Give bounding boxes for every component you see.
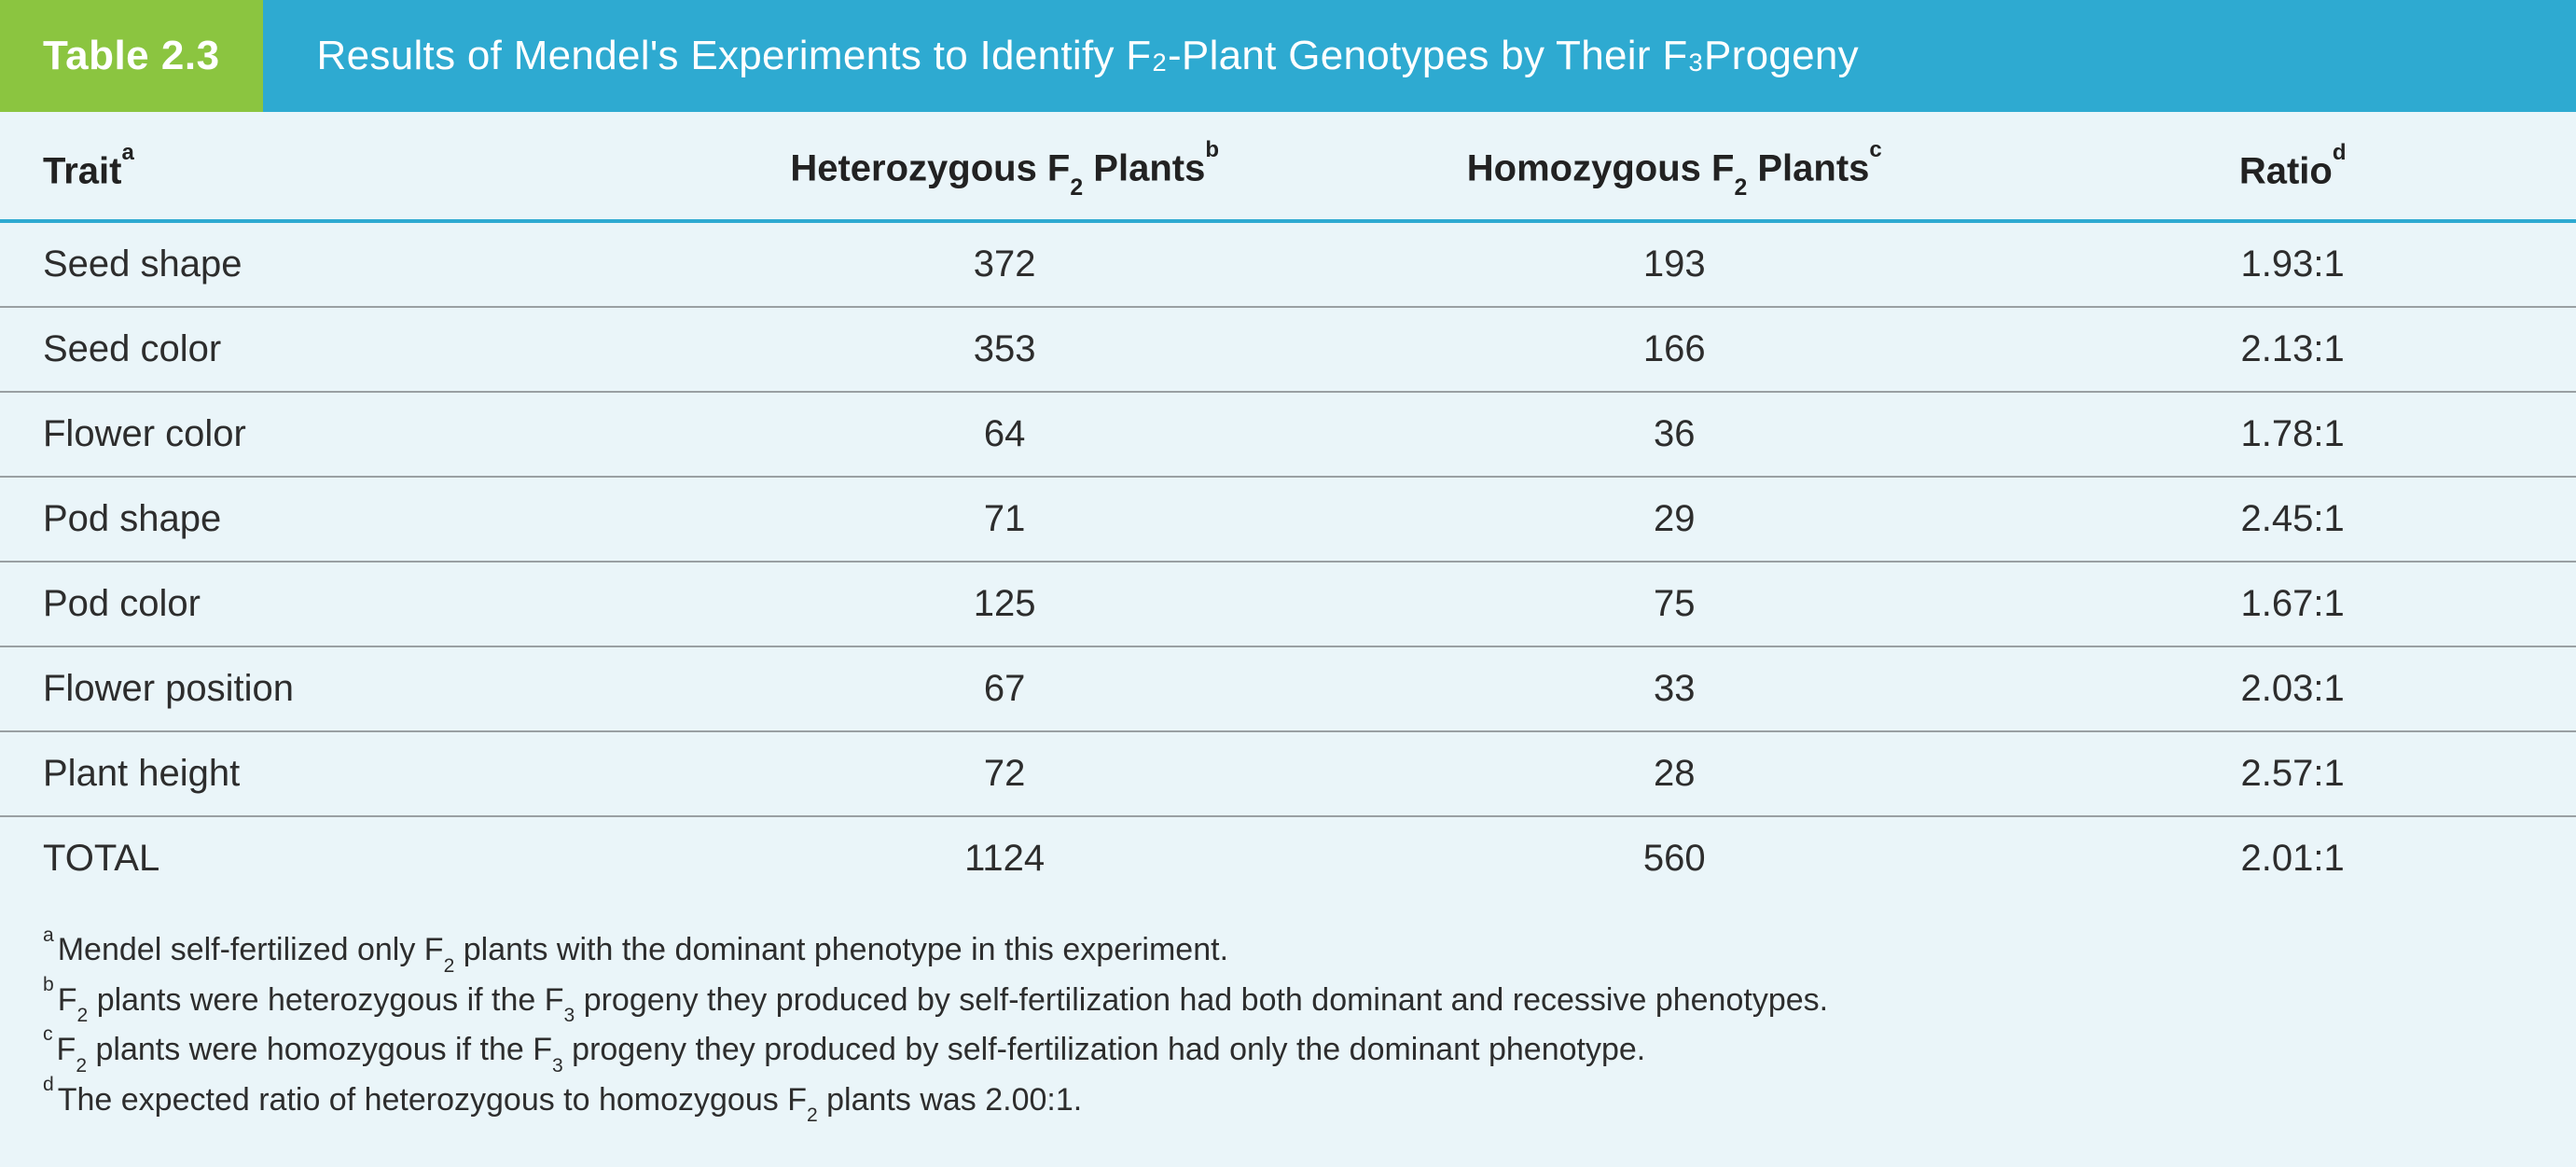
- cell-trait: Seed color: [0, 307, 670, 392]
- cell-het: 72: [670, 731, 1339, 816]
- footnote-text: progeny they produced by self-fertilizat…: [575, 982, 1828, 1018]
- cell-hom: 33: [1339, 646, 2009, 731]
- title-text: Progeny: [1704, 33, 1859, 79]
- col-header-heterozygous: Heterozygous F2 Plantsb: [670, 112, 1339, 221]
- cell-het: 372: [670, 221, 1339, 307]
- footnote-sub: 2: [807, 1104, 818, 1126]
- cell-hom: 193: [1339, 221, 2009, 307]
- cell-hom: 166: [1339, 307, 2009, 392]
- cell-ratio: 2.13:1: [2009, 307, 2576, 392]
- cell-hom: 75: [1339, 562, 2009, 646]
- cell-hom: 36: [1339, 392, 2009, 477]
- footnote-text: progeny they produced by self-fertilizat…: [563, 1032, 1646, 1067]
- footnote-sub: 2: [77, 1005, 89, 1026]
- footnote-sub: 3: [564, 1005, 575, 1026]
- col-label: Homozygous F: [1467, 147, 1735, 188]
- footnote-text: F: [57, 1032, 76, 1067]
- footnote-text: The expected ratio of heterozygous to ho…: [58, 1082, 807, 1118]
- cell-hom: 29: [1339, 477, 2009, 562]
- table-row-total: TOTAL11245602.01:1: [0, 816, 2576, 900]
- col-sup: a: [121, 140, 133, 165]
- footnote-a: aMendel self-fertilized only F2 plants w…: [43, 926, 2533, 976]
- title-sub-1: 2: [1153, 48, 1167, 77]
- title-text: Results of Mendel's Experiments to Ident…: [317, 33, 1152, 79]
- footnote-sup: d: [43, 1074, 54, 1095]
- cell-ratio: 2.57:1: [2009, 731, 2576, 816]
- table-body: Seed shape3721931.93:1 Seed color3531662…: [0, 221, 2576, 900]
- cell-hom: 560: [1339, 816, 2009, 900]
- cell-trait: Flower color: [0, 392, 670, 477]
- title-sub-2: 3: [1689, 48, 1703, 77]
- footnote-text: F: [58, 982, 77, 1018]
- col-header-homozygous: Homozygous F2 Plantsc: [1339, 112, 2009, 221]
- footnote-text: plants was 2.00:1.: [818, 1082, 1083, 1118]
- cell-ratio: 2.01:1: [2009, 816, 2576, 900]
- cell-trait: Pod color: [0, 562, 670, 646]
- footnotes: aMendel self-fertilized only F2 plants w…: [0, 900, 2576, 1167]
- col-header-trait: Traita: [0, 112, 670, 221]
- footnote-sup: b: [43, 974, 54, 995]
- footnote-text: Mendel self-fertilized only F: [58, 932, 444, 967]
- footnote-text: plants were homozygous if the F: [87, 1032, 552, 1067]
- footnote-sup: c: [43, 1023, 53, 1045]
- cell-trait: Plant height: [0, 731, 670, 816]
- table-row: Flower color64361.78:1: [0, 392, 2576, 477]
- cell-het: 71: [670, 477, 1339, 562]
- cell-het: 125: [670, 562, 1339, 646]
- footnote-d: dThe expected ratio of heterozygous to h…: [43, 1077, 2533, 1126]
- table-row: Pod shape71292.45:1: [0, 477, 2576, 562]
- table-figure: Table 2.3 Results of Mendel's Experiment…: [0, 0, 2576, 1167]
- col-label: Ratio: [2239, 150, 2333, 191]
- table-number-badge: Table 2.3: [0, 0, 263, 112]
- table-header-bar: Table 2.3 Results of Mendel's Experiment…: [0, 0, 2576, 112]
- data-table: Traita Heterozygous F2 Plantsb Homozygou…: [0, 112, 2576, 900]
- table-row: Pod color125751.67:1: [0, 562, 2576, 646]
- table-row: Plant height72282.57:1: [0, 731, 2576, 816]
- table-row: Seed color3531662.13:1: [0, 307, 2576, 392]
- footnote-sup: a: [43, 924, 54, 946]
- table-row: Seed shape3721931.93:1: [0, 221, 2576, 307]
- cell-trait: Flower position: [0, 646, 670, 731]
- cell-ratio: 2.03:1: [2009, 646, 2576, 731]
- col-label: Heterozygous F: [790, 147, 1070, 188]
- cell-ratio: 1.78:1: [2009, 392, 2576, 477]
- cell-het: 64: [670, 392, 1339, 477]
- cell-trait: Pod shape: [0, 477, 670, 562]
- cell-trait: Seed shape: [0, 221, 670, 307]
- footnote-b: bF2 plants were heterozygous if the F3 p…: [43, 977, 2533, 1026]
- title-text: -Plant Genotypes by Their F: [1168, 33, 1688, 79]
- col-header-ratio: Ratiod: [2009, 112, 2576, 221]
- cell-ratio: 2.45:1: [2009, 477, 2576, 562]
- cell-het: 353: [670, 307, 1339, 392]
- col-sub: 2: [1734, 175, 1747, 201]
- cell-trait: TOTAL: [0, 816, 670, 900]
- footnote-sub: 2: [76, 1055, 87, 1077]
- footnote-text: plants with the dominant phenotype in th…: [454, 932, 1228, 967]
- col-sup: d: [2333, 140, 2347, 165]
- col-label: Plants: [1747, 147, 1869, 188]
- table-row: Flower position67332.03:1: [0, 646, 2576, 731]
- cell-het: 67: [670, 646, 1339, 731]
- footnote-text: plants were heterozygous if the F: [88, 982, 563, 1018]
- cell-het: 1124: [670, 816, 1339, 900]
- cell-ratio: 1.67:1: [2009, 562, 2576, 646]
- cell-ratio: 1.93:1: [2009, 221, 2576, 307]
- footnote-sub: 2: [444, 955, 455, 977]
- footnote-sub: 3: [552, 1055, 563, 1077]
- footnote-c: cF2 plants were homozygous if the F3 pro…: [43, 1026, 2533, 1076]
- cell-hom: 28: [1339, 731, 2009, 816]
- col-sub: 2: [1070, 175, 1083, 201]
- col-sup: b: [1205, 137, 1219, 162]
- col-label: Plants: [1083, 147, 1205, 188]
- table-header-row: Traita Heterozygous F2 Plantsb Homozygou…: [0, 112, 2576, 221]
- table-title: Results of Mendel's Experiments to Ident…: [263, 0, 1859, 112]
- col-label: Trait: [43, 150, 121, 191]
- col-sup: c: [1869, 137, 1881, 162]
